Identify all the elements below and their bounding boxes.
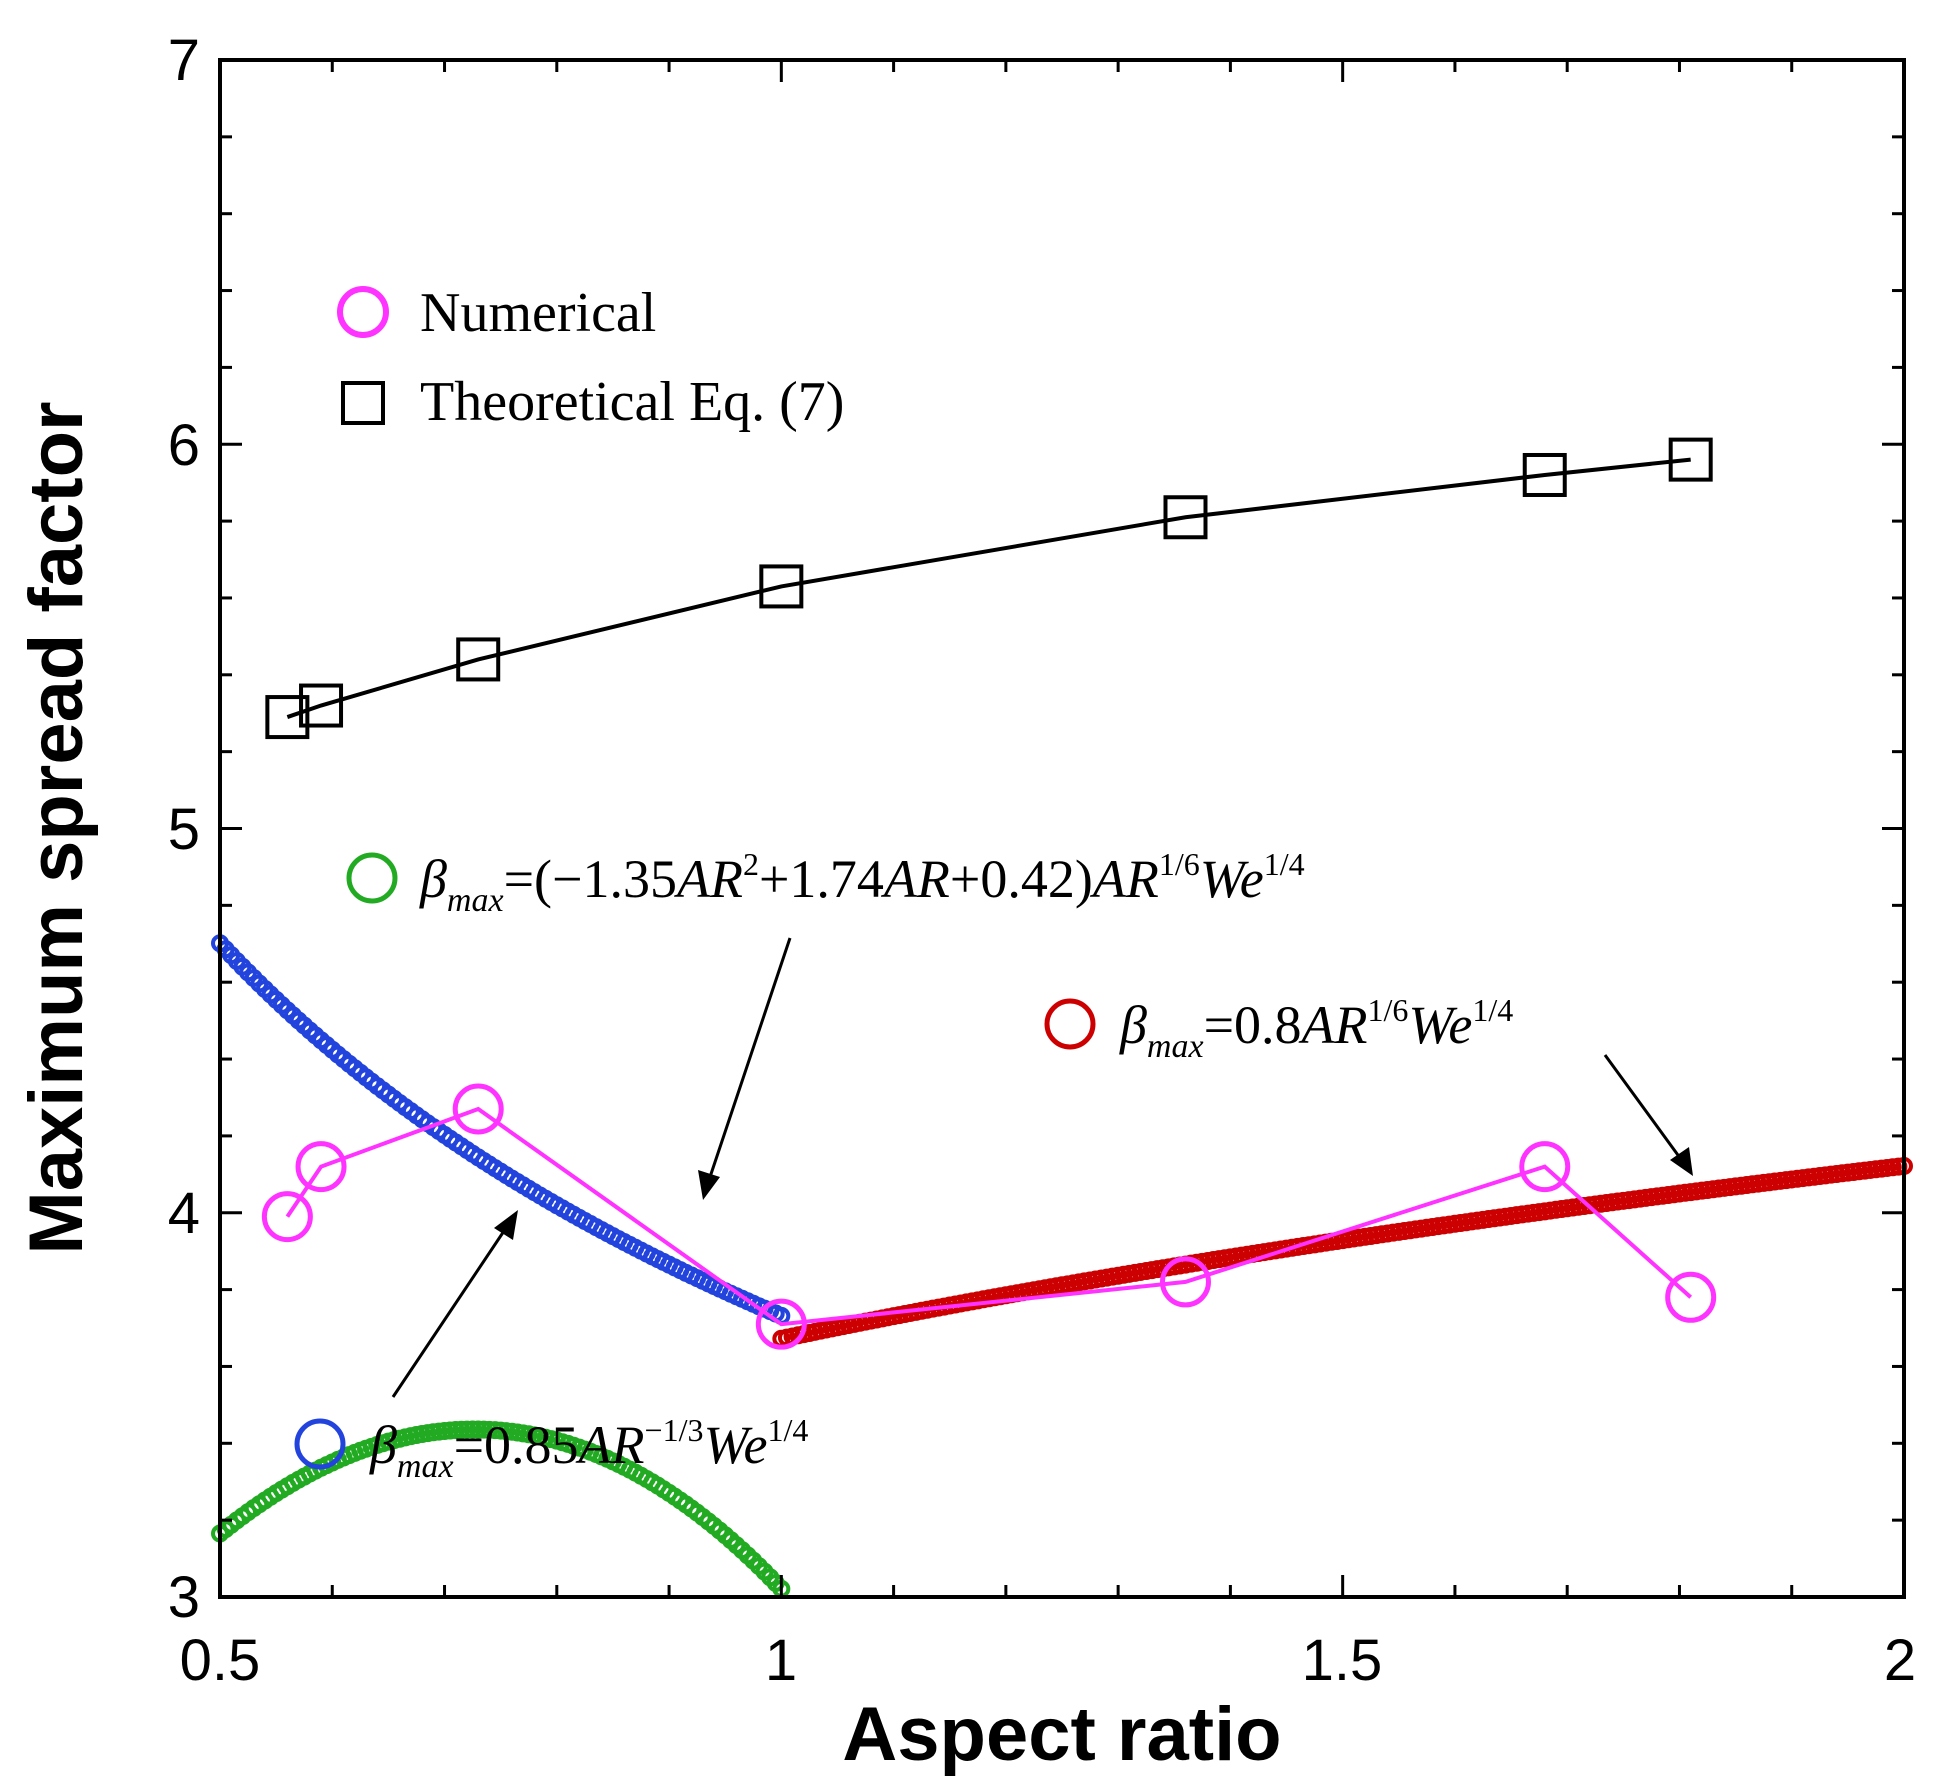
numerical-point [261, 1191, 313, 1243]
x-tick-label: 1.5 [1302, 1628, 1383, 1693]
data-series [261, 437, 1717, 1350]
y-tick-label: 4 [168, 1181, 200, 1246]
annotation-blue-marker [294, 1418, 346, 1470]
annotation-blue-formula: βmax=0.85AR−1/3We1/4 [369, 1412, 808, 1485]
y-axis-title: Maximum spread factor [14, 401, 99, 1254]
legend-label-theoretical: Theoretical Eq. (7) [420, 371, 844, 433]
annotation-green-formula: βmax=(−1.35AR2+1.74AR+0.42)AR1/6We1/4 [419, 846, 1305, 919]
fit-curves [211, 934, 1913, 1598]
theoretical-point [456, 637, 501, 682]
theoretical-point [1163, 495, 1208, 540]
series-line-numerical [285, 1106, 1693, 1327]
y-tick-label: 5 [168, 797, 200, 862]
annotation-red: βmax=0.8AR1/6We1/4 [1044, 992, 1693, 1176]
theoretical-point [265, 695, 310, 740]
annotation-green-marker [346, 852, 398, 904]
numerical-point [1159, 1256, 1211, 1308]
y-tick-label: 6 [168, 413, 200, 478]
annotation-red-arrowhead [1670, 1147, 1693, 1176]
y-tick-labels: 3 4 5 6 7 [168, 28, 200, 1630]
axis-ticks [218, 58, 1906, 1599]
legend: Numerical Theoretical Eq. (7) [337, 282, 844, 433]
annotation-green: βmax=(−1.35AR2+1.74AR+0.42)AR1/6We1/4 [346, 846, 1305, 1200]
annotation-green-arrowhead [698, 1170, 720, 1200]
annotation-blue-arrow [391, 1224, 510, 1398]
annotation-green-arrow [706, 937, 792, 1184]
numerical-point [755, 1298, 807, 1350]
theoretical-point [299, 683, 344, 728]
annotation-red-formula: βmax=0.8AR1/6We1/4 [1119, 992, 1513, 1065]
numerical-point [295, 1141, 347, 1193]
annotation-red-arrow [1603, 1054, 1685, 1163]
annotation-blue: βmax=0.85AR−1/3We1/4 [294, 1210, 808, 1485]
theoretical-point [759, 564, 804, 609]
y-tick-label: 7 [168, 28, 200, 93]
numerical-point [452, 1083, 504, 1135]
x-tick-labels: 0.5 1 1.5 2 [180, 1628, 1916, 1693]
series-line-theoretical [286, 457, 1691, 719]
x-axis-title: Aspect ratio [842, 1692, 1281, 1777]
x-tick-label: 2 [1884, 1628, 1916, 1693]
theoretical-point [1522, 452, 1567, 497]
legend-marker-theoretical [341, 381, 385, 425]
theoretical-point [1668, 437, 1713, 482]
x-tick-label: 0.5 [180, 1628, 261, 1693]
annotation-blue-arrowhead [494, 1210, 518, 1240]
legend-label-numerical: Numerical [420, 282, 656, 344]
legend-marker-numerical [337, 286, 389, 338]
numerical-point [1665, 1271, 1717, 1323]
y-tick-label: 3 [168, 1565, 200, 1630]
x-tick-label: 1 [765, 1628, 797, 1693]
annotation-red-marker [1044, 998, 1096, 1050]
numerical-point [1519, 1141, 1571, 1193]
